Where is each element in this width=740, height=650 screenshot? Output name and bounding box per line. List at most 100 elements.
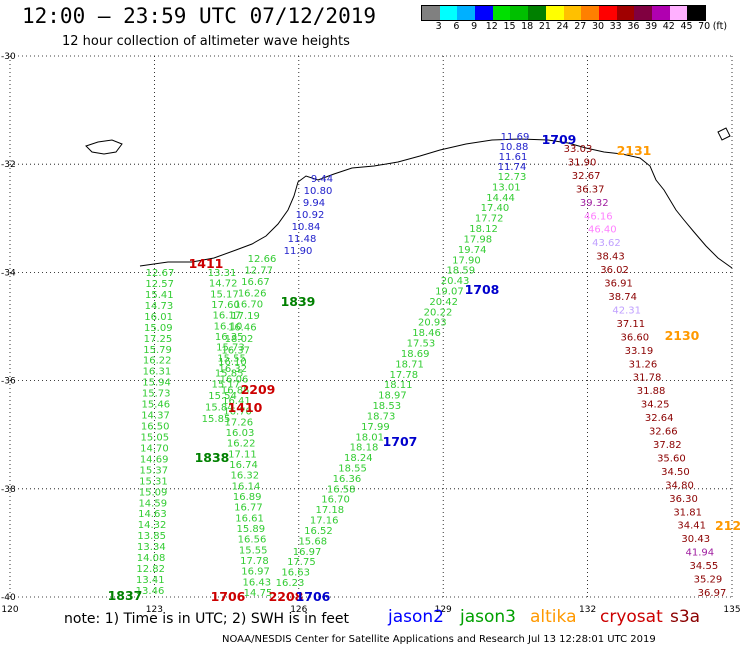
swh-value: 18.02 [225, 334, 254, 345]
pass-time-tag: 1411 [189, 256, 224, 271]
swh-value: 39.32 [580, 198, 609, 209]
swh-value: 15.68 [298, 536, 327, 547]
swh-value: 18.97 [378, 391, 407, 402]
swh-value: 15.31 [139, 476, 168, 487]
swh-value: 16.10 [214, 321, 243, 332]
colorbar-label: 45 [680, 21, 693, 32]
pass-time-tag: 2209 [241, 382, 276, 397]
colorbar-swatch [528, 6, 546, 20]
colorbar-label: (ft) [712, 21, 728, 32]
swh-value: 16.06 [220, 375, 249, 386]
swh-value: 16.97 [293, 547, 322, 558]
swh-value: 36.02 [600, 265, 629, 276]
swh-value: 16.32 [230, 471, 259, 482]
swh-value: 17.78 [240, 556, 269, 567]
swh-value: 18.24 [344, 453, 373, 464]
swh-value: 16.03 [226, 428, 255, 439]
colorbar-label: 6 [453, 21, 460, 32]
swh-value: 15.73 [216, 343, 245, 354]
altimeter-tracks: 13.4613.4112.8214.0813.3413.8514.3214.63… [136, 132, 727, 599]
swh-value: 16.61 [235, 513, 264, 524]
colorbar-swatch [475, 6, 493, 20]
altimeter-track: 12.6612.7716.6716.2616.7017.1916.4618.02… [202, 254, 277, 425]
swh-value: 16.56 [238, 535, 267, 546]
swh-value: 18.69 [401, 349, 430, 360]
swh-value: 16.89 [233, 492, 262, 503]
colorbar-swatch [616, 6, 635, 20]
swh-value: 16.70 [235, 300, 264, 311]
axis-labels: -30 -32 -34 -36 -38 -40 120 123 126 129 132 135 [1, 52, 740, 615]
swh-value: 14.73 [145, 301, 174, 312]
swh-value: 16.58 [327, 484, 356, 495]
swh-value: 17.99 [361, 422, 390, 433]
pass-time-tag: 212 [715, 518, 740, 533]
swh-value: 16.41 [222, 396, 251, 407]
colorbar-label: 36 [627, 21, 640, 32]
pass-time-tag: 1709 [542, 132, 577, 147]
swh-value: 17.72 [475, 214, 504, 225]
longitude-label: 129 [435, 605, 452, 615]
swh-value: 16.22 [227, 439, 256, 450]
swh-value: 11.48 [288, 234, 317, 245]
swh-value: 18.59 [446, 266, 475, 277]
swh-value: 10.88 [500, 142, 529, 153]
swh-value: 18.46 [412, 328, 441, 339]
swh-value: 19.07 [435, 287, 464, 298]
swh-value: 11.69 [501, 132, 530, 143]
swh-value: 41.94 [685, 548, 714, 559]
swh-value: 16.67 [241, 277, 270, 288]
swh-value: 34.80 [665, 480, 694, 491]
colorbar-swatch [439, 6, 458, 20]
swh-value: 18.73 [367, 411, 396, 422]
swh-value: 16.17 [212, 311, 241, 322]
swh-value: 31.81 [673, 507, 702, 518]
colorbar-label: 15 [503, 21, 516, 32]
latitude-label: -30 [1, 52, 16, 62]
swh-value: 16.31 [143, 367, 172, 378]
swh-value: 16.22 [143, 356, 172, 367]
pass-time-tags: 1709 2131 1411 1839 1708 2130 2209 1410 1707 1838… [108, 132, 740, 604]
swh-value: 16.37 [221, 345, 250, 356]
swh-value: 18.11 [384, 380, 413, 391]
swh-value: 13.46 [136, 586, 165, 597]
pass-time-tag: 2130 [665, 328, 700, 343]
swh-value: 38.43 [596, 252, 625, 263]
swh-value: 12.66 [248, 254, 277, 265]
colorbar-swatch [492, 6, 511, 20]
swh-value: 17.75 [287, 557, 316, 568]
swh-value: 10.84 [292, 222, 321, 233]
swh-value: 16.46 [228, 323, 257, 334]
colorbar-swatch [422, 6, 440, 20]
swh-value: 16.36 [333, 474, 362, 485]
swh-value: 32.64 [645, 413, 674, 424]
swh-value: 20.22 [424, 307, 453, 318]
footnote: note: 1) Time is in UTC; 2) SWH is in fe… [64, 611, 350, 627]
colorbar-swatch [563, 6, 582, 20]
page-subtitle: 12 hour collection of altimeter wave hei… [62, 34, 350, 49]
swh-value: 37.82 [653, 440, 682, 451]
latitude-label: -38 [1, 485, 16, 495]
swh-value: 17.53 [407, 339, 436, 350]
legend-cryosat: cryosat [600, 607, 663, 627]
longitude-label: 126 [290, 605, 307, 615]
colorbar-swatch [581, 6, 599, 20]
colorbar-label: 70 [698, 21, 711, 32]
swh-value: 15.09 [144, 323, 173, 334]
swh-value: 11.74 [498, 162, 527, 173]
swh-value: 34.55 [690, 561, 719, 572]
colorbar-swatch [545, 6, 564, 20]
swh-value: 32.66 [649, 427, 678, 438]
swh-value: 15.09 [139, 487, 168, 498]
swh-value: 15.46 [142, 400, 171, 411]
swh-value: 16.63 [281, 568, 310, 579]
longitude-label: 135 [723, 605, 740, 615]
swh-value: 42.31 [612, 305, 641, 316]
swh-value: 32.67 [572, 171, 601, 182]
swh-value: 16.32 [218, 364, 247, 375]
swh-value: 16.14 [232, 481, 261, 492]
colorbar-label: 24 [556, 21, 569, 32]
swh-value: 46.16 [584, 211, 613, 222]
colorbar-labels: 3 6 9 12 15 18 21 24 27 30 33 36 39 42 45 70 (ft) [421, 21, 731, 35]
pass-time-tag: 2131 [617, 143, 652, 158]
